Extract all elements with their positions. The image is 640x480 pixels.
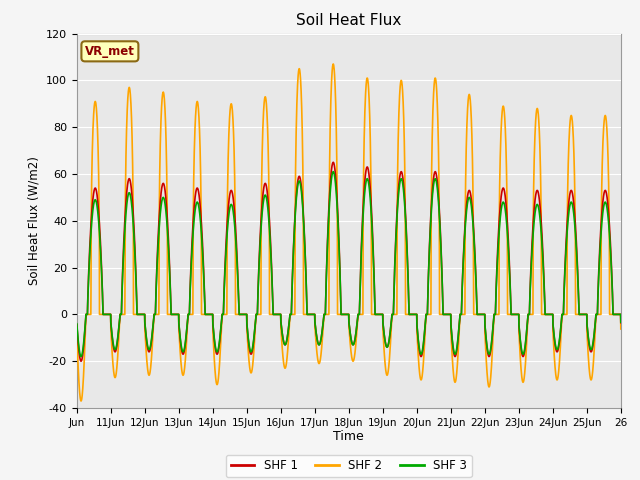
X-axis label: Time: Time [333,431,364,444]
Text: VR_met: VR_met [85,45,135,58]
Y-axis label: Soil Heat Flux (W/m2): Soil Heat Flux (W/m2) [28,156,40,285]
Legend: SHF 1, SHF 2, SHF 3: SHF 1, SHF 2, SHF 3 [226,455,472,477]
Title: Soil Heat Flux: Soil Heat Flux [296,13,401,28]
